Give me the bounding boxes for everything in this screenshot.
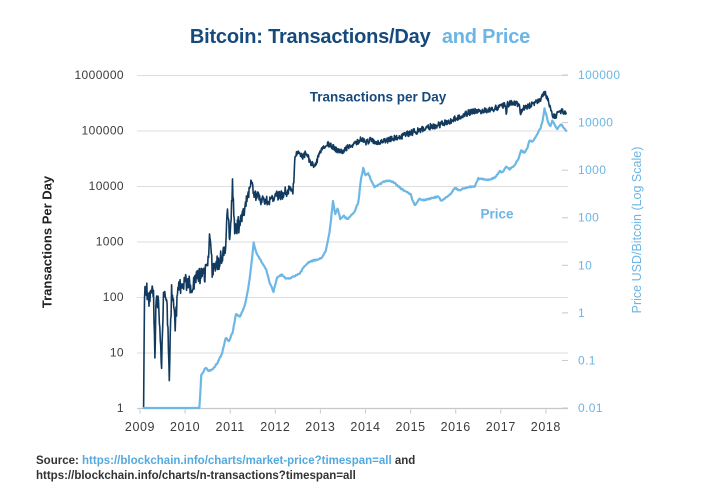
y-axis-label-right: Price USD/Bitcoin (Log Scale) — [630, 146, 644, 314]
y-left-tick-label: 1000000 — [74, 68, 124, 82]
x-tick-label: 2011 — [216, 420, 245, 434]
x-tick-label: 2012 — [260, 420, 290, 434]
source-link-market-price[interactable]: https://blockchain.info/charts/market-pr… — [82, 455, 392, 467]
y-left-tick-label: 1 — [117, 401, 124, 415]
y-right-tick-label: 1 — [578, 306, 585, 320]
y-right-tick-label: 100 — [578, 211, 599, 225]
source-note: Source: https://blockchain.info/charts/m… — [36, 454, 415, 483]
x-tick-label: 2017 — [486, 420, 516, 434]
chart-title-transactions-part: Bitcoin: Transactions/Day — [189, 26, 431, 48]
y-left-tick-label: 10 — [110, 346, 124, 360]
y-axis-label-left: Transactions Per Day — [39, 175, 55, 309]
y-right-tick-label: 0.01 — [578, 401, 603, 415]
y-left-tick-label: 100000 — [82, 124, 124, 138]
y-right-tick-label: 0.1 — [578, 353, 596, 367]
source-conjunction: and — [394, 455, 416, 467]
chart-title: Bitcoin: Transactions/Day and Price — [0, 26, 720, 49]
x-tick-label: 2014 — [350, 420, 380, 434]
x-tick-label: 2018 — [531, 420, 561, 434]
price-series-annotation: Price — [480, 206, 514, 222]
x-tick-label: 2010 — [170, 420, 200, 434]
price-series-line — [142, 107, 568, 410]
y-right-tick-label: 100000 — [578, 68, 620, 82]
x-tick-label: 2016 — [441, 420, 471, 434]
x-tick-label: 2013 — [305, 420, 335, 434]
transactions-series-annotation: Transactions per Day — [309, 89, 447, 105]
y-left-tick-label: 1000 — [96, 235, 124, 249]
y-left-tick-label: 100 — [103, 290, 124, 304]
source-url-n-transactions: https://blockchain.info/charts/n-transac… — [36, 469, 356, 482]
y-right-tick-label: 10000 — [578, 116, 613, 130]
transactions-series-line — [142, 90, 567, 409]
y-left-tick-label: 10000 — [89, 179, 124, 193]
x-tick-label: 2015 — [395, 420, 425, 434]
x-tick-label: 2009 — [125, 420, 155, 434]
chart-title-price-part: and Price — [441, 26, 531, 48]
y-right-tick-label: 10 — [578, 258, 592, 272]
y-right-tick-label: 1000 — [578, 163, 606, 177]
source-prefix: Source: — [36, 455, 79, 467]
